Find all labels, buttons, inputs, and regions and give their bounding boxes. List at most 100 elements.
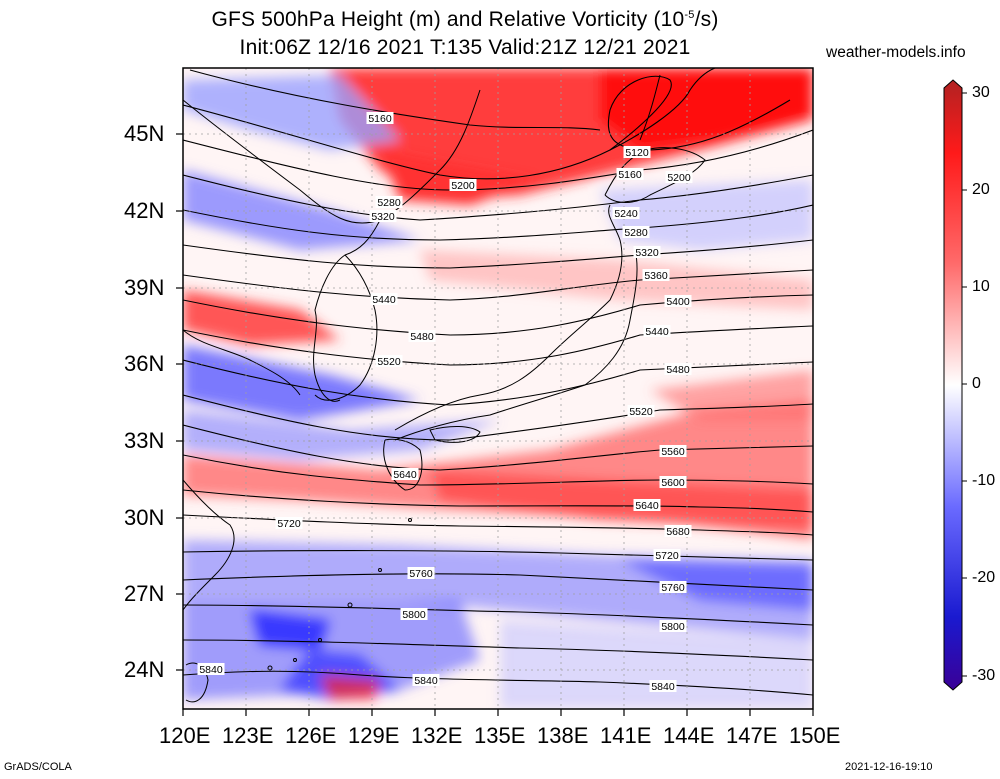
site-credit: weather-models.info <box>826 44 966 61</box>
contour-label-bg <box>400 608 428 620</box>
lon-label-135e: 135E <box>474 723 526 748</box>
lat-label-42n: 42N <box>124 198 165 223</box>
contour-label-bg <box>659 476 687 488</box>
colorbar-label-0: 0 <box>972 375 981 392</box>
map-title-line2: Init:06Z 12/16 2021 T:135 Valid:21Z 12/2… <box>239 36 691 59</box>
coastlines <box>183 74 706 703</box>
colorbar-label-20: 20 <box>972 181 990 198</box>
contour-label: 5760 <box>409 568 433 580</box>
contour-label-bg <box>665 171 693 183</box>
contour-label-bg <box>664 525 692 537</box>
lat-label-27n: 27N <box>124 581 165 606</box>
contour-label-bg <box>633 499 661 511</box>
contour-label: 5320 <box>371 211 395 223</box>
contour-label: 5520 <box>629 406 653 418</box>
contour-label-bg <box>366 112 394 124</box>
contour-label: 5440 <box>372 294 396 306</box>
contour-label-bg <box>622 226 650 238</box>
contour-label-bg <box>642 269 670 281</box>
lon-label-120e: 120E <box>159 723 211 748</box>
lon-label-129e: 129E <box>348 723 400 748</box>
lon-label-147e: 147E <box>726 723 778 748</box>
contour-label: 5480 <box>666 364 690 376</box>
contour-label-bg <box>659 581 687 593</box>
lat-label-33n: 33N <box>124 428 165 453</box>
vorticity-shading <box>183 68 813 709</box>
contour-label: 5840 <box>651 681 675 693</box>
contour-label: 5520 <box>377 356 401 368</box>
contour-label-bg <box>408 330 436 342</box>
contour-label-bg <box>375 355 403 367</box>
lat-label-39n: 39N <box>124 275 165 300</box>
contour-label-bg <box>664 295 692 307</box>
map-title-line1: GFS 500hPa Height (m) and Relative Vorti… <box>211 8 719 31</box>
lon-label-141e: 141E <box>600 723 652 748</box>
contour-label-bg <box>633 246 661 258</box>
colorbar <box>943 79 967 691</box>
contour-label: 5720 <box>277 518 301 530</box>
contour-label-bg <box>659 620 687 632</box>
contour-label: 5120 <box>625 147 649 159</box>
lon-label-138e: 138E <box>537 723 589 748</box>
contour-label-bg <box>369 210 397 222</box>
contour-label-bg <box>664 363 692 375</box>
lon-label-126e: 126E <box>285 723 337 748</box>
contour-label: 5200 <box>451 180 475 192</box>
colorbar-label-10: 10 <box>972 278 990 295</box>
contour-label-bg <box>391 468 419 480</box>
contour-label-bg <box>659 445 687 457</box>
contour-label-bg <box>612 207 640 219</box>
contour-label: 5840 <box>414 675 438 687</box>
colorbar-label-neg10: -10 <box>972 472 996 489</box>
contour-label: 5360 <box>644 270 668 282</box>
contour-label: 5600 <box>661 477 685 489</box>
contour-label-bg <box>197 663 225 675</box>
contour-label-bg <box>649 680 677 692</box>
height-contours <box>183 68 813 696</box>
gridlines <box>183 68 813 709</box>
axis-ticks <box>176 133 814 716</box>
lon-label-150e: 150E <box>789 723 841 748</box>
contour-label: 5480 <box>410 331 434 343</box>
contour-label: 5280 <box>624 227 648 239</box>
contour-label: 5800 <box>661 621 685 633</box>
contour-label: 5680 <box>666 526 690 538</box>
contour-label-bg <box>375 196 403 208</box>
contour-label: 5240 <box>614 208 638 220</box>
colorbar-label-neg20: -20 <box>972 569 996 586</box>
footer-timestamp: 2021-12-16-19:10 <box>845 761 933 773</box>
colorbar-label-neg30: -30 <box>972 667 996 684</box>
contour-labels: 5160 5120 5160 5200 5200 5240 5280 5280 5320 5320… <box>197 112 693 693</box>
contour-label-bg <box>407 567 435 579</box>
lon-label-132e: 132E <box>411 723 463 748</box>
contour-label: 5640 <box>393 469 417 481</box>
lat-label-30n: 30N <box>124 505 165 530</box>
contour-label: 5320 <box>635 247 659 259</box>
contour-label: 5400 <box>666 296 690 308</box>
contour-label-bg <box>370 293 398 305</box>
contour-label: 5840 <box>199 664 223 676</box>
lat-label-24n: 24N <box>124 657 165 682</box>
contour-label-bg <box>643 325 671 337</box>
contour-label: 5720 <box>655 550 679 562</box>
lon-label-144e: 144E <box>663 723 715 748</box>
contour-label-bg <box>412 674 440 686</box>
contour-label: 5160 <box>368 113 392 125</box>
contour-label-bg <box>623 146 651 158</box>
contour-label-bg <box>616 168 644 180</box>
contour-label: 5760 <box>661 582 685 594</box>
contour-label: 5200 <box>667 172 691 184</box>
contour-label: 5440 <box>645 326 669 338</box>
contour-label-bg <box>653 549 681 561</box>
footer-software: GrADS/COLA <box>4 761 72 773</box>
lat-label-45n: 45N <box>124 121 165 146</box>
contour-label: 5560 <box>661 446 685 458</box>
contour-label: 5160 <box>618 169 642 181</box>
contour-label: 5280 <box>377 197 401 209</box>
colorbar-label-30: 30 <box>972 84 990 101</box>
lon-label-123e: 123E <box>222 723 274 748</box>
contour-label-bg <box>627 405 655 417</box>
contour-label: 5800 <box>402 609 426 621</box>
contour-label-bg <box>449 179 477 191</box>
